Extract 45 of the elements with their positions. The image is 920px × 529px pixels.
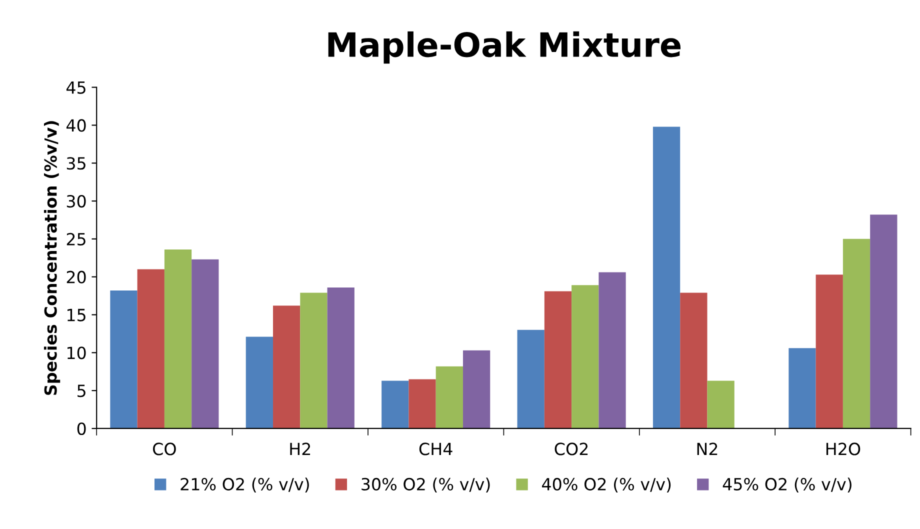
bar [707,380,734,428]
x-tick-label: CO [153,442,176,456]
y-axis-title: Species Concentration (%v/v) [44,121,60,395]
bar [462,350,490,428]
bar [192,259,219,428]
y-tick-label: 40 [66,119,86,132]
bar [598,272,626,428]
legend-label: 21% O2 (% v/v) [180,478,309,492]
y-tick-label: 45 [66,81,86,94]
legend-label: 45% O2 (% v/v) [722,478,852,492]
bar [382,380,409,428]
y-tick-label: 30 [66,194,86,208]
y-tick-label: 15 [68,308,86,322]
x-tick-label: H2O [826,442,860,456]
bar [164,250,192,428]
bar [652,126,680,428]
bar [788,348,816,428]
y-tick-label: 5 [78,384,86,398]
y-tick-label: 20 [66,270,86,284]
bar [273,306,300,428]
bar [816,274,843,428]
bar [436,366,463,428]
bar [300,292,328,428]
bar [110,290,138,428]
bar [572,285,599,428]
chart-title: Maple-Oak Mixture [328,31,680,64]
bar [137,269,164,428]
y-tick-label: 35 [66,157,86,170]
x-tick-label: CH4 [419,442,452,456]
bar [842,238,870,428]
bar [544,291,572,428]
y-tick-label: 10 [68,346,86,360]
x-tick-label: H2 [290,442,310,456]
bar [408,379,436,428]
bar [246,336,274,428]
bar [517,330,544,428]
bar [327,287,354,428]
y-tick-label: 0 [77,422,86,436]
bar [870,214,898,428]
legend-label: 30% O2 (% v/v) [362,478,490,492]
x-tick-label: CO2 [554,442,588,456]
x-tick-label: N2 [697,442,718,456]
legend-label: 40% O2 (% v/v) [542,478,671,492]
bar [680,292,708,428]
y-tick-label: 25 [66,232,86,246]
